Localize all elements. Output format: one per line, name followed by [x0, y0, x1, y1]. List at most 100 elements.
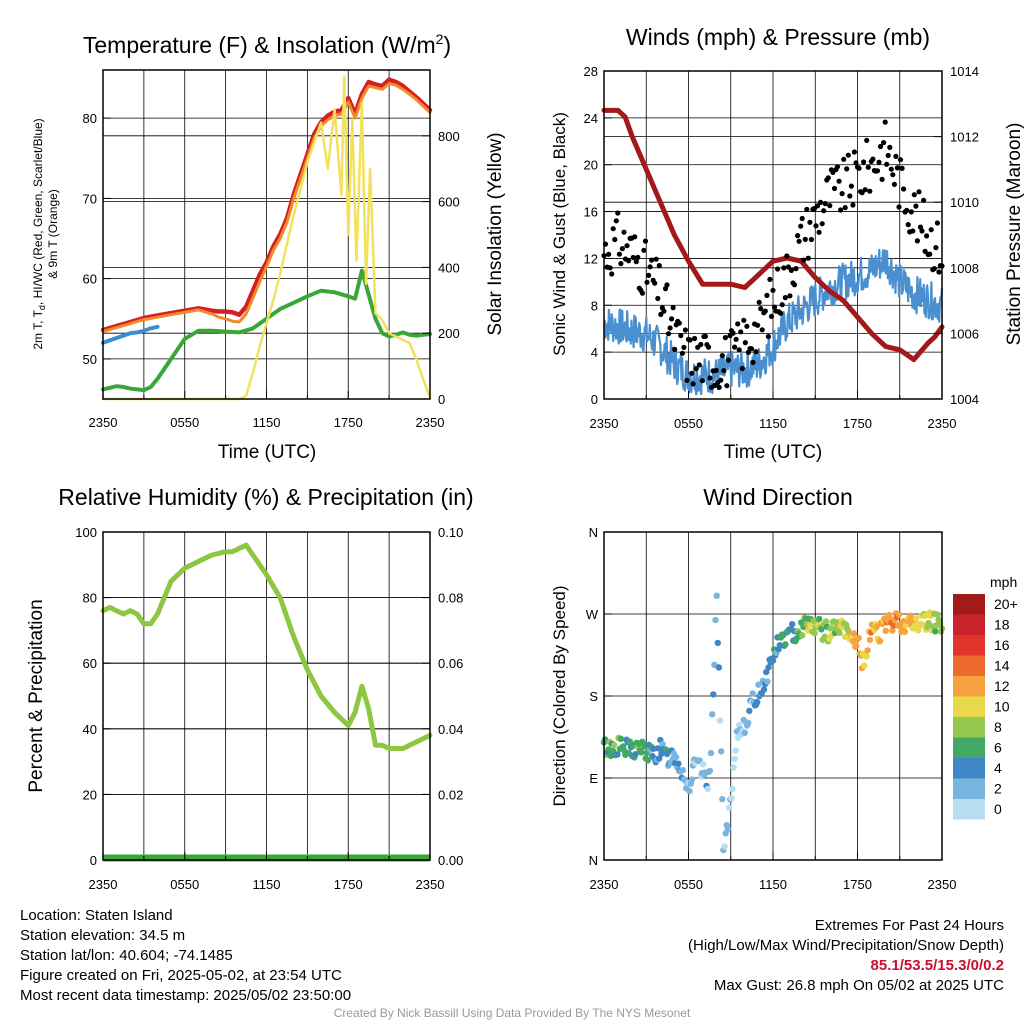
y-tick-label: 24	[584, 111, 598, 126]
gust-point	[705, 344, 712, 350]
colorbar-swatch	[953, 696, 985, 717]
y2-tick-label: 0.04	[438, 722, 463, 737]
y2-tick-label: 1014	[950, 64, 979, 79]
gust-point	[744, 323, 750, 329]
gust-point	[635, 254, 641, 260]
gust-point	[910, 228, 916, 234]
gust-point	[796, 238, 802, 244]
y-tick-label: 60	[83, 272, 97, 287]
gust-point	[887, 144, 893, 150]
y2-tick-label: 0.06	[438, 656, 463, 671]
gust-point	[885, 152, 891, 159]
gust-point	[713, 367, 719, 373]
gust-point	[893, 153, 899, 159]
humidity-ylabel: Percent & Precipitation	[26, 599, 47, 792]
humidity-title: Relative Humidity (%) & Precipitation (i…	[58, 484, 473, 510]
x-tick-label: 2350	[89, 415, 118, 430]
gust-point	[689, 370, 695, 376]
colorbar-swatch	[953, 655, 985, 676]
direction-grid	[604, 532, 942, 860]
insolation-line	[101, 75, 432, 401]
colorbar-swatch	[953, 737, 985, 758]
temperature-panel: Temperature (F) & Insolation (W/m2) 2350…	[31, 31, 506, 463]
gust-point	[719, 353, 725, 359]
gust-point	[844, 166, 850, 172]
direction-point	[822, 618, 830, 625]
gust-point	[716, 384, 722, 390]
gust-point	[882, 119, 888, 125]
gust-point	[870, 156, 876, 162]
direction-point	[896, 611, 903, 618]
gust-point	[788, 267, 795, 273]
colorbar-swatch	[953, 758, 985, 779]
gust-point	[921, 197, 927, 203]
gust-point	[807, 219, 813, 225]
direction-point	[724, 825, 732, 832]
direction-point	[725, 804, 733, 811]
extremes-heading: Extremes For Past 24 Hours	[814, 917, 1004, 934]
x-tick-label: 2350	[89, 877, 118, 892]
gust-point	[891, 181, 898, 187]
gust-point	[678, 332, 684, 339]
direction-point	[679, 766, 687, 774]
temperature-xlabel: Time (UTC)	[218, 442, 317, 463]
gust-point	[667, 325, 673, 331]
gust-point	[767, 276, 773, 282]
y-tick-label: 40	[83, 722, 97, 737]
gust-point	[813, 223, 819, 229]
y-tick-label: 20	[83, 787, 97, 802]
y-tick-label: 0	[90, 853, 97, 868]
gust-point	[862, 187, 868, 193]
direction-point	[850, 630, 858, 637]
direction-point	[746, 707, 753, 715]
y-tick-label: E	[589, 771, 598, 786]
gust-point	[632, 234, 638, 240]
gust-point	[702, 333, 709, 339]
direction-point	[715, 664, 723, 671]
gust-point	[802, 236, 808, 242]
x-tick-label: 1750	[334, 877, 363, 892]
temperature-grid	[103, 70, 430, 399]
direction-point	[707, 749, 715, 757]
winds-ylabel: Sonic Wind & Gust (Blue, Black)	[550, 112, 569, 356]
gust-point	[722, 335, 729, 341]
gust-point	[658, 311, 664, 317]
recent-data-timestamp: Most recent data timestamp: 2025/05/02 2…	[20, 987, 352, 1004]
gust-point	[897, 157, 904, 163]
direction-point	[709, 711, 716, 718]
direction-point	[732, 747, 739, 754]
gust-point	[681, 344, 687, 350]
direction-point	[782, 641, 789, 648]
direction-point	[706, 767, 714, 775]
x-tick-label: 2350	[590, 416, 619, 431]
gust-point	[739, 365, 745, 372]
gust-point	[831, 185, 838, 192]
gust-point	[741, 317, 747, 323]
gust-point	[649, 257, 655, 263]
direction-point	[704, 785, 711, 793]
temperature-9m-line	[101, 82, 432, 334]
gust-point	[742, 340, 748, 346]
winds-xlabel: Time (UTC)	[724, 442, 823, 463]
gust-point	[781, 265, 787, 271]
direction-point	[712, 616, 719, 624]
x-tick-label: 0550	[170, 877, 199, 892]
y2-tick-label: 400	[438, 260, 460, 275]
y-tick-label: N	[589, 525, 598, 540]
gust-point	[687, 337, 693, 343]
temperature-ylabel-line1: 2m T, Td, HI/WC (Red, Green, Scarlet/Blu…	[31, 118, 47, 349]
gust-point	[905, 222, 911, 228]
direction-point	[719, 795, 726, 803]
gust-point	[609, 271, 615, 277]
gust-point	[916, 189, 922, 195]
y2-tick-label: 800	[438, 129, 460, 144]
gust-point	[927, 251, 933, 257]
y2-tick-label: 0.08	[438, 591, 463, 606]
gust-point	[725, 357, 732, 363]
station-latlon: Station lat/lon: 40.604; -74.1485	[20, 947, 233, 964]
colorbar-swatch	[953, 676, 985, 697]
gust-point	[779, 302, 785, 308]
gust-point	[904, 207, 910, 213]
gust-point	[908, 209, 914, 215]
gust-point	[770, 287, 776, 293]
